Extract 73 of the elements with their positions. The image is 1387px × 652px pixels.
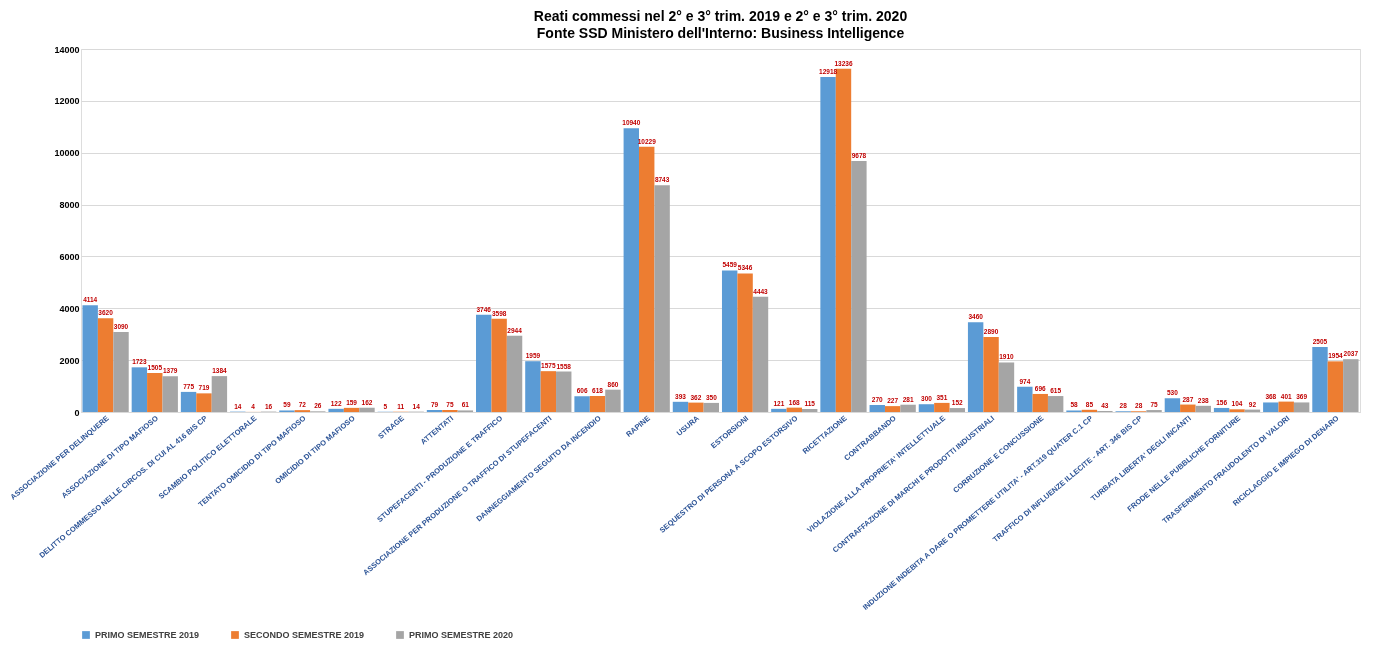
legend-label: PRIMO SEMESTRE 2019 — [95, 630, 200, 640]
bar — [82, 305, 98, 412]
bar — [802, 409, 818, 412]
bar — [1017, 386, 1033, 412]
bar — [1213, 407, 1230, 412]
bar — [771, 408, 787, 412]
y-tick-label: 4000 — [59, 303, 80, 314]
bar — [998, 362, 1015, 412]
bar — [1343, 359, 1359, 412]
legend-label: SECONDO SEMESTRE 2019 — [244, 630, 365, 640]
bar — [672, 401, 689, 412]
bar — [1327, 361, 1344, 412]
bar — [721, 270, 738, 412]
bar — [574, 396, 590, 412]
bar — [180, 391, 197, 412]
bar — [426, 409, 443, 412]
bar — [1195, 405, 1211, 412]
bar — [491, 318, 507, 412]
bar — [737, 273, 753, 412]
bar — [900, 404, 916, 412]
bar — [476, 314, 492, 412]
y-tick-label: 12000 — [54, 96, 80, 107]
bar — [869, 405, 885, 412]
bar — [1229, 409, 1245, 412]
bar — [835, 68, 852, 412]
bar — [162, 376, 178, 412]
bar — [359, 407, 375, 412]
bar — [1180, 404, 1196, 412]
bar — [639, 146, 655, 412]
bar — [623, 128, 639, 412]
bar — [343, 407, 360, 412]
bar — [884, 406, 901, 412]
bar — [97, 318, 114, 412]
bar — [131, 367, 148, 412]
legend-label: PRIMO SEMESTRE 2020 — [409, 630, 514, 640]
bar — [147, 372, 163, 412]
y-tick-label: 8000 — [59, 200, 80, 211]
bar — [196, 393, 212, 412]
bar — [703, 402, 720, 412]
bar — [589, 395, 606, 412]
bar — [556, 371, 572, 412]
y-tick-label: 6000 — [59, 251, 80, 262]
bar — [820, 77, 836, 412]
bar — [1032, 393, 1048, 412]
bar — [328, 408, 344, 412]
y-tick-label: 0 — [74, 407, 80, 418]
bar — [851, 161, 867, 412]
bar — [525, 361, 541, 412]
bar — [934, 402, 950, 412]
chart-title: Reati commessi nel 2° e 3° trim. 2019 e 2° e 3° trim. 2020 — [533, 8, 908, 24]
y-tick-label: 2000 — [59, 355, 80, 366]
y-tick-label: 14000 — [54, 44, 80, 55]
bar — [211, 376, 228, 412]
bar — [688, 402, 704, 412]
bar — [1312, 347, 1328, 412]
bar — [113, 331, 129, 412]
bar — [654, 185, 670, 412]
bar — [949, 408, 965, 412]
bar — [1047, 396, 1064, 412]
bar — [605, 389, 621, 412]
bar — [1164, 398, 1181, 412]
bar — [752, 296, 769, 412]
bar — [540, 371, 557, 412]
bar — [918, 404, 935, 412]
bar — [506, 335, 523, 412]
bar — [983, 337, 999, 412]
bar — [967, 322, 984, 412]
y-tick-label: 10000 — [54, 148, 80, 159]
bar — [1263, 402, 1279, 412]
bar — [1278, 401, 1294, 412]
bar — [786, 407, 802, 412]
bar — [1293, 402, 1310, 412]
chart-subtitle: Fonte SSD Ministero dell'Interno: Business Intelligence — [536, 25, 905, 41]
